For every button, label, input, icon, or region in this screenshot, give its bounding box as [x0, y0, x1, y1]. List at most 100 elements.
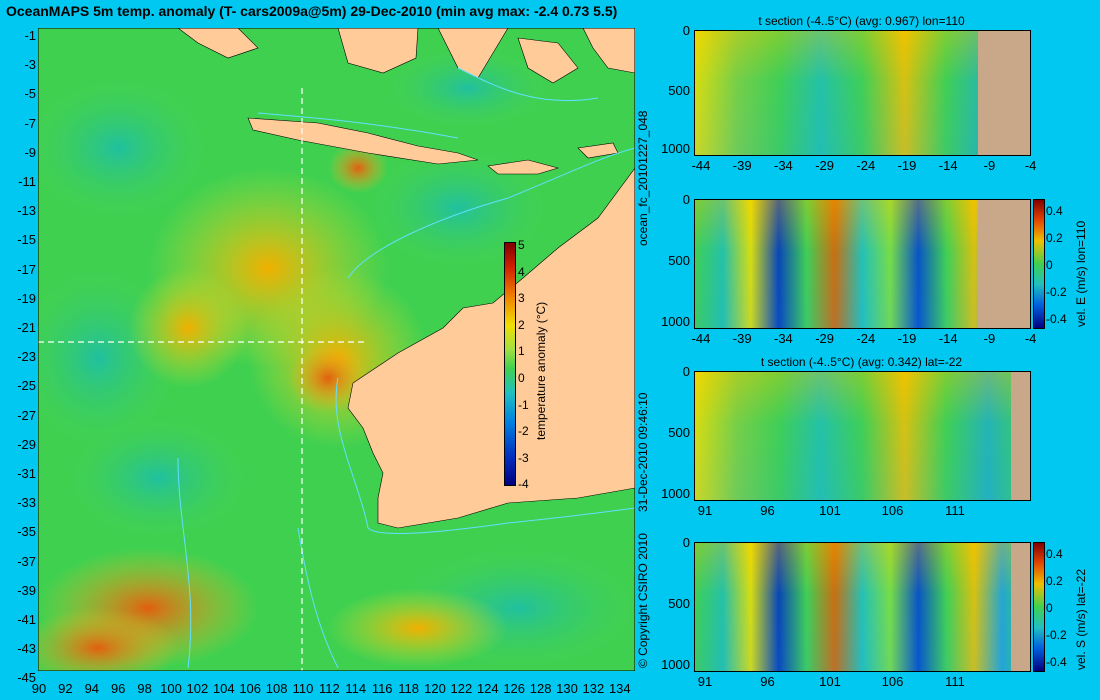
- longitude-tick-label: 116: [371, 681, 393, 696]
- section-plot[interactable]: [694, 199, 1031, 329]
- section-x-tick: -4: [1024, 158, 1037, 173]
- section-land: [978, 200, 1030, 328]
- latitude-tick-label: -45: [17, 670, 36, 686]
- section-depth-shading: [695, 543, 1011, 671]
- longitude-tick-label: 128: [529, 681, 552, 696]
- latitude-tick-label: -35: [17, 524, 36, 540]
- section-x-tick: -34: [773, 331, 793, 346]
- latitude-tick-label: -33: [17, 495, 36, 511]
- section-x-tick: -29: [815, 331, 834, 346]
- section-title: t section (-4..5°C) (avg: 0.967) lon=110: [758, 14, 965, 28]
- section-depth-tick: 0: [682, 23, 690, 38]
- latitude-tick-label: -29: [17, 436, 36, 452]
- longitude-tick-label: 92: [58, 681, 73, 696]
- section-x-tick: -39: [732, 331, 752, 346]
- latitude-tick-label: -15: [17, 232, 36, 248]
- temperature-colorbar-tick: -1: [518, 397, 529, 412]
- section-x-tick: -34: [773, 158, 793, 173]
- section-x-tick: -4: [1024, 331, 1037, 346]
- longitude-tick-label: 90: [31, 681, 47, 696]
- section-x-tick: -9: [983, 158, 996, 173]
- temperature-colorbar-tick: 1: [518, 344, 525, 359]
- velocity-colorbar-tick: -0.4: [1046, 655, 1067, 669]
- section-title: t section (-4..5°C) (avg: 0.342) lat=-22: [760, 355, 963, 369]
- latitude-tick-label: -27: [17, 407, 36, 423]
- temperature-colorbar-label: temperature anomaly (°C): [534, 301, 548, 440]
- temperature-colorbar-tick: 2: [518, 317, 525, 332]
- temperature-colorbar-tick: -3: [518, 450, 529, 465]
- longitude-tick-label: 112: [319, 681, 340, 696]
- temperature-colorbar-tick: 0: [518, 371, 525, 385]
- velocity-colorbar-tick: -0.2: [1046, 628, 1067, 642]
- latitude-tick-label: -9: [24, 144, 36, 160]
- section-x-tick: -39: [732, 158, 752, 173]
- longitude-tick-label: 104: [212, 681, 235, 696]
- section-depth-tick: 1000: [661, 140, 690, 156]
- section-x-tick: -29: [815, 158, 834, 173]
- latitude-tick-label: -11: [18, 174, 36, 189]
- velocity-colorbar-label: vel. S (m/s) lat=-22: [1074, 568, 1088, 670]
- section-depth-tick: 500: [668, 596, 690, 612]
- section-plot[interactable]: [694, 542, 1031, 672]
- section-x-tick: 96: [760, 503, 775, 518]
- longitude-tick-label: 124: [476, 681, 499, 696]
- section-depth-tick: 500: [668, 82, 690, 98]
- section-depth-tick: 500: [668, 425, 690, 441]
- velocity-colorbar: [1033, 542, 1045, 672]
- temperature-colorbar-tick: 5: [518, 238, 525, 252]
- section-depth-tick: 1000: [661, 656, 690, 672]
- longitude-tick-label: 114: [345, 681, 367, 696]
- longitude-tick-label: 106: [239, 681, 262, 696]
- section-x-tick: 96: [760, 674, 775, 689]
- velocity-colorbar-tick: 0.2: [1046, 231, 1063, 245]
- section-depth-shading: [695, 200, 978, 328]
- temperature-anomaly-map[interactable]: [38, 28, 635, 671]
- longitude-tick-label: 132: [582, 681, 605, 696]
- velocity-colorbar-tick: -0.4: [1046, 312, 1067, 326]
- latitude-tick-label: -21: [17, 320, 36, 335]
- run-id-label: ocean_fc_20101227_048: [636, 110, 650, 246]
- temperature-colorbar-tick: -2: [518, 424, 529, 439]
- longitude-tick-label: 94: [84, 681, 100, 696]
- section-depth-tick: 0: [682, 535, 690, 550]
- latitude-tick-label: -3: [24, 57, 36, 73]
- longitude-tick-label: 108: [265, 681, 288, 696]
- longitude-tick-label: 134: [608, 681, 631, 696]
- section-x-tick: -19: [897, 158, 917, 173]
- longitude-tick-label: 96: [110, 681, 126, 696]
- section-x-tick: 111: [945, 503, 965, 518]
- section-land: [1011, 543, 1030, 671]
- velocity-colorbar-tick: -0.2: [1046, 285, 1067, 299]
- section-plot[interactable]: [694, 371, 1031, 501]
- velocity-colorbar-tick: 0.2: [1046, 574, 1063, 588]
- section-x-tick: 91: [697, 503, 713, 518]
- latitude-tick-label: -7: [24, 115, 36, 131]
- section-x-tick: -14: [938, 158, 958, 173]
- latitude-tick-label: -41: [17, 612, 36, 627]
- latitude-tick-label: -17: [17, 261, 36, 277]
- velocity-colorbar-tick: 0: [1046, 601, 1053, 615]
- section-x-tick: -44: [691, 158, 711, 173]
- longitude-tick-label: 126: [503, 681, 526, 696]
- latitude-tick-label: -1: [24, 28, 36, 43]
- latitude-tick-label: -37: [17, 553, 36, 569]
- longitude-tick-label: 102: [186, 681, 209, 696]
- section-x-tick: 106: [881, 674, 904, 689]
- section-plot[interactable]: [694, 30, 1031, 156]
- section-depth-tick: 0: [682, 192, 690, 207]
- longitude-tick-label: 130: [556, 681, 578, 696]
- latitude-tick-label: -31: [17, 466, 36, 481]
- longitude-tick-label: 110: [292, 681, 314, 696]
- section-x-tick: -24: [856, 158, 876, 173]
- section-depth-tick: 0: [682, 364, 690, 379]
- section-x-tick: 106: [881, 503, 904, 518]
- latitude-tick-label: -13: [17, 203, 36, 219]
- section-x-tick: -24: [856, 331, 876, 346]
- latitude-tick-label: -23: [17, 349, 36, 365]
- longitude-tick-label: 98: [137, 681, 152, 696]
- velocity-colorbar-tick: 0: [1046, 258, 1053, 272]
- longitude-tick-label: 100: [160, 681, 182, 696]
- velocity-colorbar-label: vel. E (m/s) lon=110: [1074, 220, 1088, 327]
- section-x-tick: -19: [897, 331, 917, 346]
- velocity-colorbar-tick: 0.4: [1046, 547, 1063, 561]
